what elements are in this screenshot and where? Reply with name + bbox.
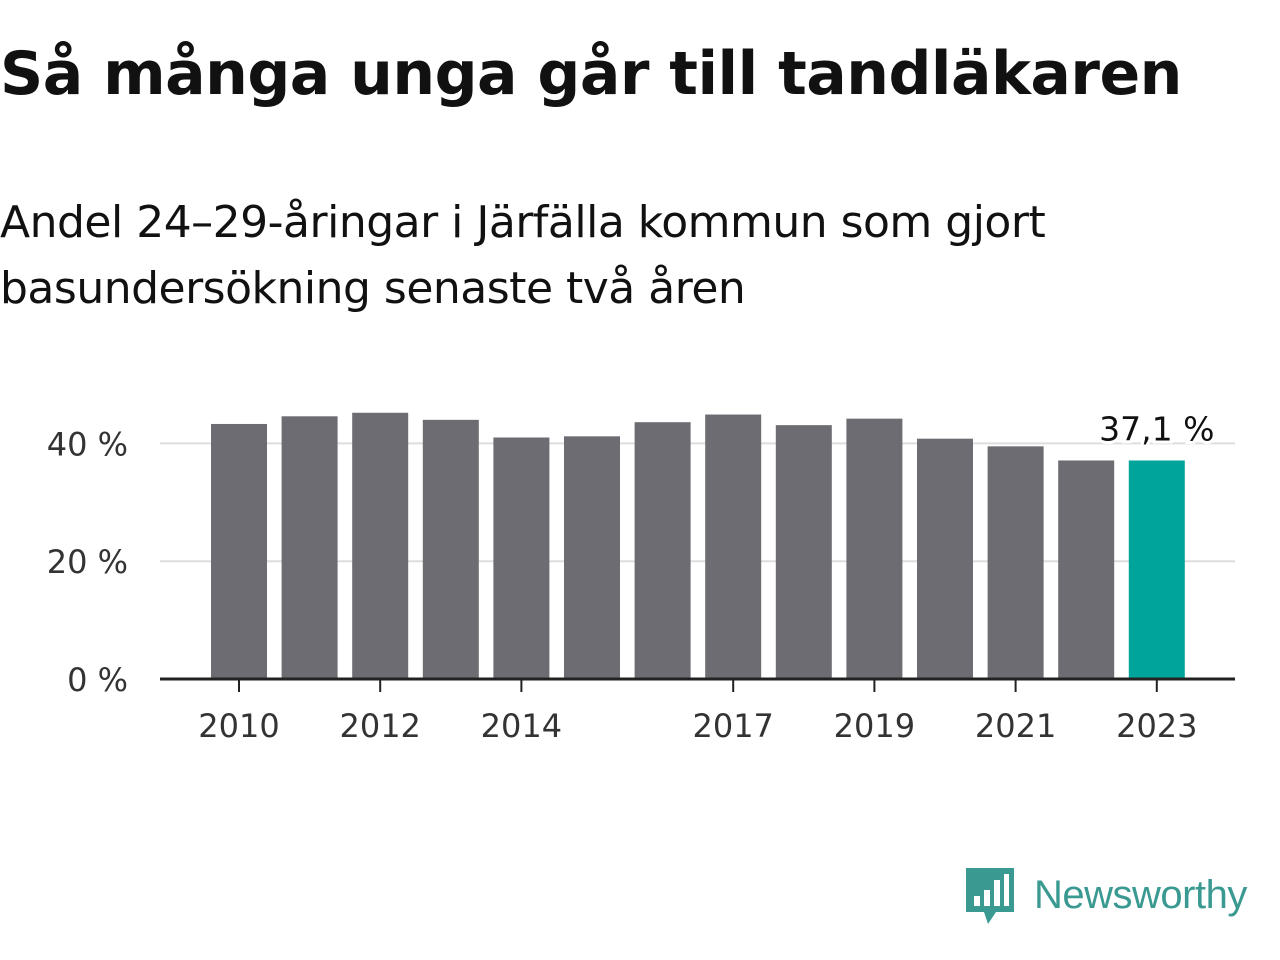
bar — [352, 412, 409, 679]
bar-highlight — [1128, 460, 1185, 679]
bar — [775, 425, 832, 679]
x-tick-label: 2023 — [1116, 707, 1197, 745]
bar — [281, 416, 338, 679]
x-tick-label: 2014 — [481, 707, 562, 745]
x-tick-label: 2017 — [692, 707, 773, 745]
y-tick-label: 0 % — [67, 661, 128, 699]
bar — [634, 422, 691, 679]
bar — [211, 423, 267, 679]
x-tick-label: 2019 — [834, 707, 915, 745]
bar — [422, 419, 479, 679]
y-tick-label: 20 % — [47, 543, 128, 581]
bar — [917, 438, 973, 679]
bar — [846, 418, 903, 679]
brand-logo: Newsworthy — [964, 860, 1247, 930]
x-tick-label: 2010 — [198, 707, 279, 745]
bar — [1058, 460, 1115, 679]
chart-title: Så många unga går till tandläkaren — [0, 39, 1182, 109]
chart-subtitle: Andel 24–29-åringar i Järfälla kommun so… — [0, 197, 1046, 314]
x-tick-label: 2021 — [975, 707, 1056, 745]
bar — [705, 414, 762, 679]
bar — [493, 437, 550, 679]
bar — [564, 436, 620, 679]
x-tick-label: 2012 — [339, 707, 420, 745]
bar — [987, 446, 1044, 679]
newsworthy-logo-icon — [966, 868, 1014, 924]
data-label: 37,1 % — [1099, 409, 1214, 448]
brand-name: Newsworthy — [1034, 872, 1247, 917]
y-tick-label: 40 % — [47, 425, 128, 463]
